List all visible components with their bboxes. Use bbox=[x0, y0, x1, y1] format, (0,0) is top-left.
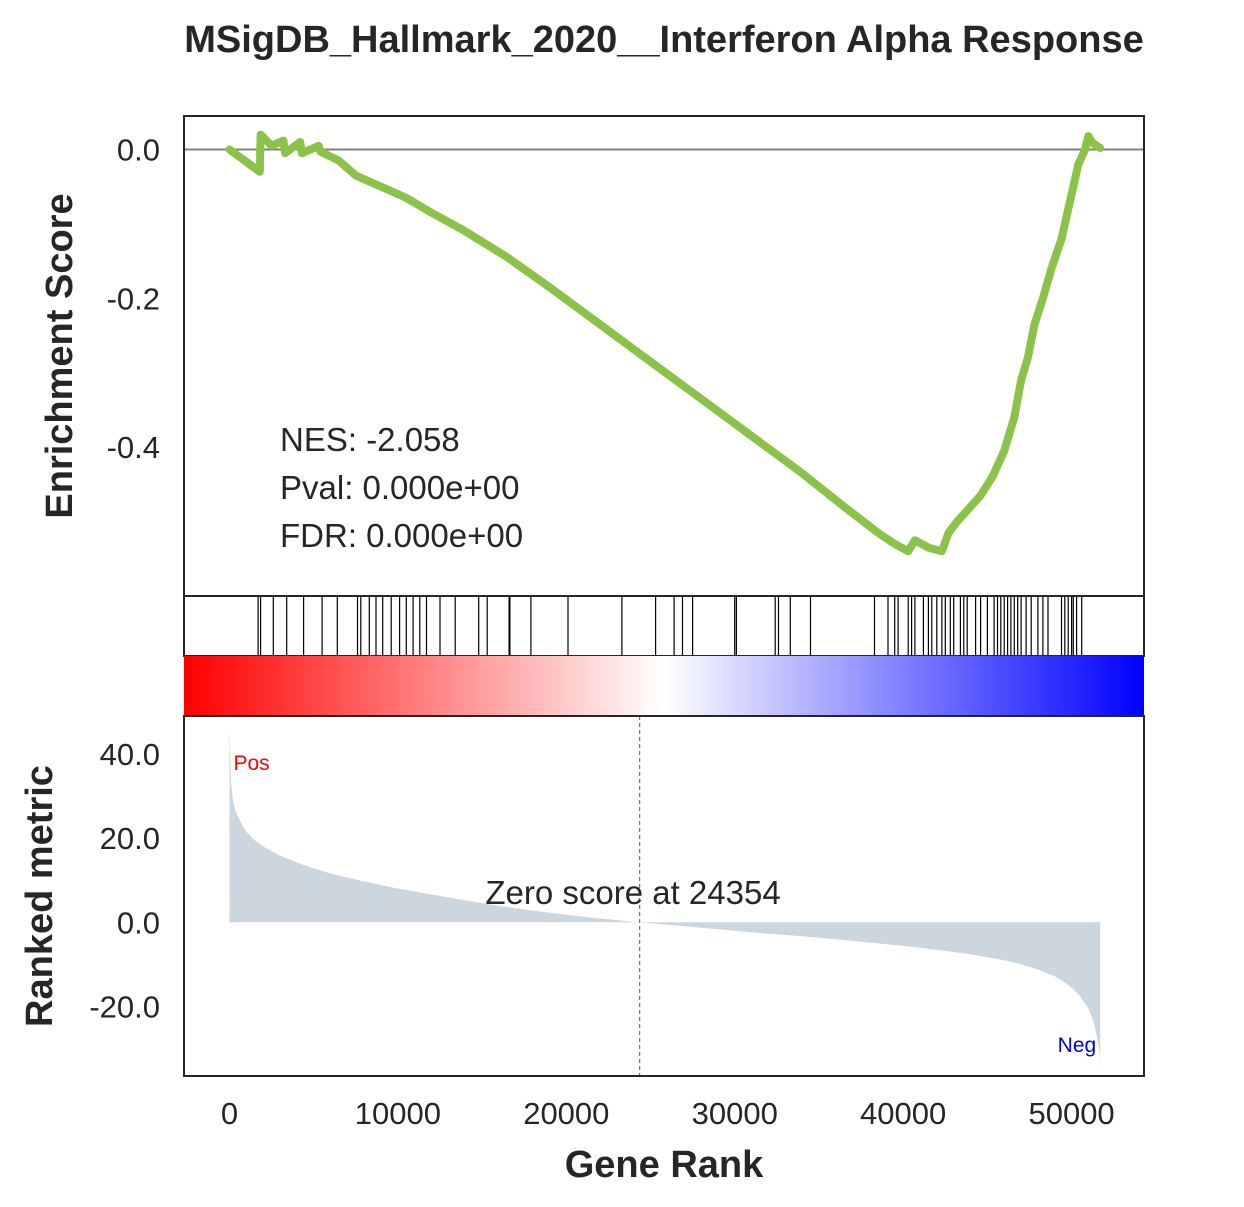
metric-y-tick-label: 0.0 bbox=[117, 905, 160, 940]
es-y-tick-label: -0.4 bbox=[107, 430, 160, 465]
x-axis-ticks: 0 10000 20000 30000 40000 50000 bbox=[221, 1096, 1115, 1131]
es-y-tick-label: -0.2 bbox=[107, 281, 160, 316]
fdr-text: FDR: 0.000e+00 bbox=[280, 517, 523, 554]
es-y-tick-label: 0.0 bbox=[117, 132, 160, 167]
enrichment-panel: 0.0 -0.2 -0.4 Enrichment Score NES: -2.058… bbox=[39, 115, 1145, 597]
x-tick-label: 40000 bbox=[860, 1096, 946, 1131]
zero-score-label: Zero score at 24354 bbox=[485, 874, 780, 911]
metric-y-tick-label: 20.0 bbox=[100, 821, 160, 856]
rank-gradient-bar bbox=[184, 656, 1144, 716]
hits-panel-frame bbox=[183, 595, 1145, 657]
chart-title: MSigDB_Hallmark_2020__Interferon Alpha R… bbox=[184, 19, 1143, 61]
hits-panel bbox=[183, 595, 1145, 657]
metric-y-axis-label: Ranked metric bbox=[19, 765, 61, 1027]
metric-panel: Zero score at 24354 Pos Neg 40.0 20.0 0.0 -… bbox=[19, 715, 1145, 1077]
nes-text: NES: -2.058 bbox=[280, 421, 460, 458]
hit-lines bbox=[257, 596, 1083, 656]
metric-y-ticks: 40.0 20.0 0.0 -20.0 bbox=[89, 737, 160, 1025]
x-tick-label: 30000 bbox=[692, 1096, 778, 1131]
x-tick-label: 0 bbox=[221, 1096, 238, 1131]
metric-area bbox=[229, 720, 1101, 1062]
pval-text: Pval: 0.000e+00 bbox=[280, 469, 519, 506]
metric-panel-frame bbox=[183, 715, 1145, 1077]
neg-label: Neg bbox=[1058, 1034, 1097, 1057]
x-tick-label: 50000 bbox=[1028, 1096, 1114, 1131]
metric-y-tick-label: -20.0 bbox=[89, 990, 160, 1025]
metric-y-tick-label: 40.0 bbox=[100, 737, 160, 772]
pos-label: Pos bbox=[233, 752, 269, 775]
x-tick-label: 20000 bbox=[523, 1096, 609, 1131]
x-axis-label: Gene Rank bbox=[565, 1144, 764, 1186]
es-y-axis-label: Enrichment Score bbox=[39, 193, 81, 518]
es-y-ticks: 0.0 -0.2 -0.4 bbox=[107, 132, 160, 465]
es-curve bbox=[225, 130, 1105, 556]
x-tick-label: 10000 bbox=[355, 1096, 441, 1131]
